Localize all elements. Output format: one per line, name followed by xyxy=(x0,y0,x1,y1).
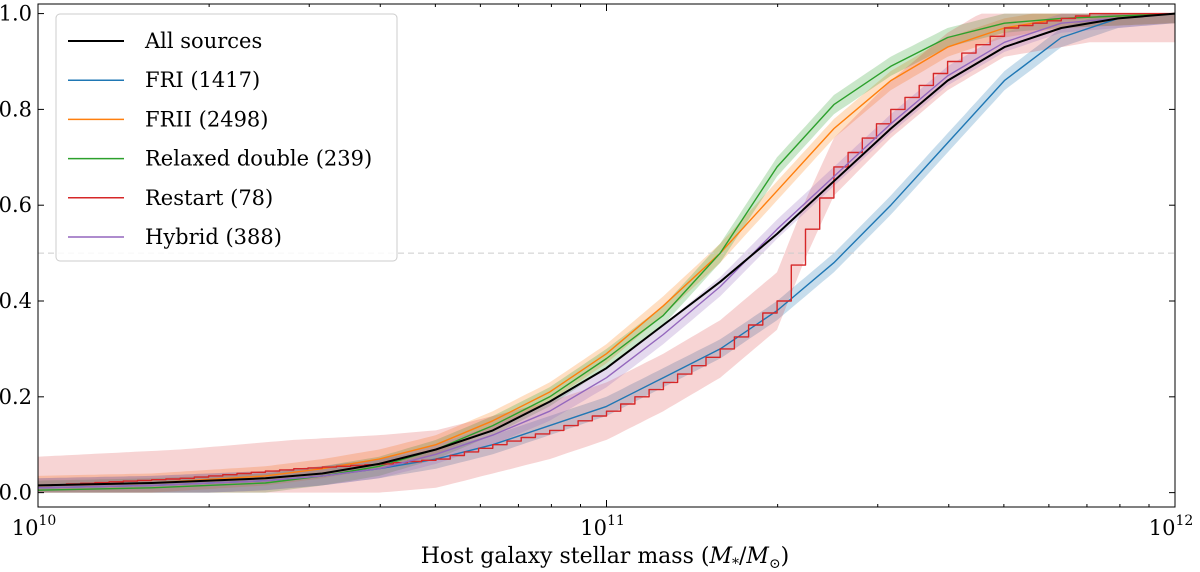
legend: All sources FRI (1417) FRII (2498) Relaxed … xyxy=(55,13,398,262)
legend-label-relaxed-double: Relaxed double (239) xyxy=(145,147,372,171)
band-fri xyxy=(38,13,1175,493)
x-tick-exponent: 11 xyxy=(607,513,625,529)
legend-label-all-sources: All sources xyxy=(144,29,262,53)
y-tick-label: 0.0 xyxy=(0,481,32,505)
legend-label-fri: FRI (1417) xyxy=(145,68,260,92)
x-tick-exponent: 10 xyxy=(38,513,56,529)
legend-label-restart: Restart (78) xyxy=(145,186,273,210)
y-tick-label: 1.0 xyxy=(0,2,32,26)
series-lines xyxy=(37,12,1176,491)
x-tick-label: 1012 xyxy=(1149,513,1194,540)
x-tick-label: 1010 xyxy=(12,513,57,540)
x-tick-exponent: 12 xyxy=(1175,513,1193,529)
band-restart xyxy=(38,13,1175,493)
y-tick-label: 0.4 xyxy=(0,289,32,313)
confidence-bands xyxy=(38,13,1175,493)
y-tick-label: 0.2 xyxy=(0,385,32,409)
x-tick-label: 1011 xyxy=(580,513,625,540)
line-frii xyxy=(37,12,1176,487)
line-restart xyxy=(38,12,1175,487)
legend-label-frii: FRII (2498) xyxy=(145,107,268,131)
y-tick-label: 0.8 xyxy=(0,97,32,121)
x-axis-label: Host galaxy stellar mass (M*/M⊙) xyxy=(421,544,790,572)
y-tick-label: 0.6 xyxy=(0,193,32,217)
line-all-sources xyxy=(37,12,1176,487)
legend-box xyxy=(55,13,398,262)
line-hybrid xyxy=(37,12,1176,489)
legend-label-hybrid: Hybrid (388) xyxy=(145,225,282,249)
